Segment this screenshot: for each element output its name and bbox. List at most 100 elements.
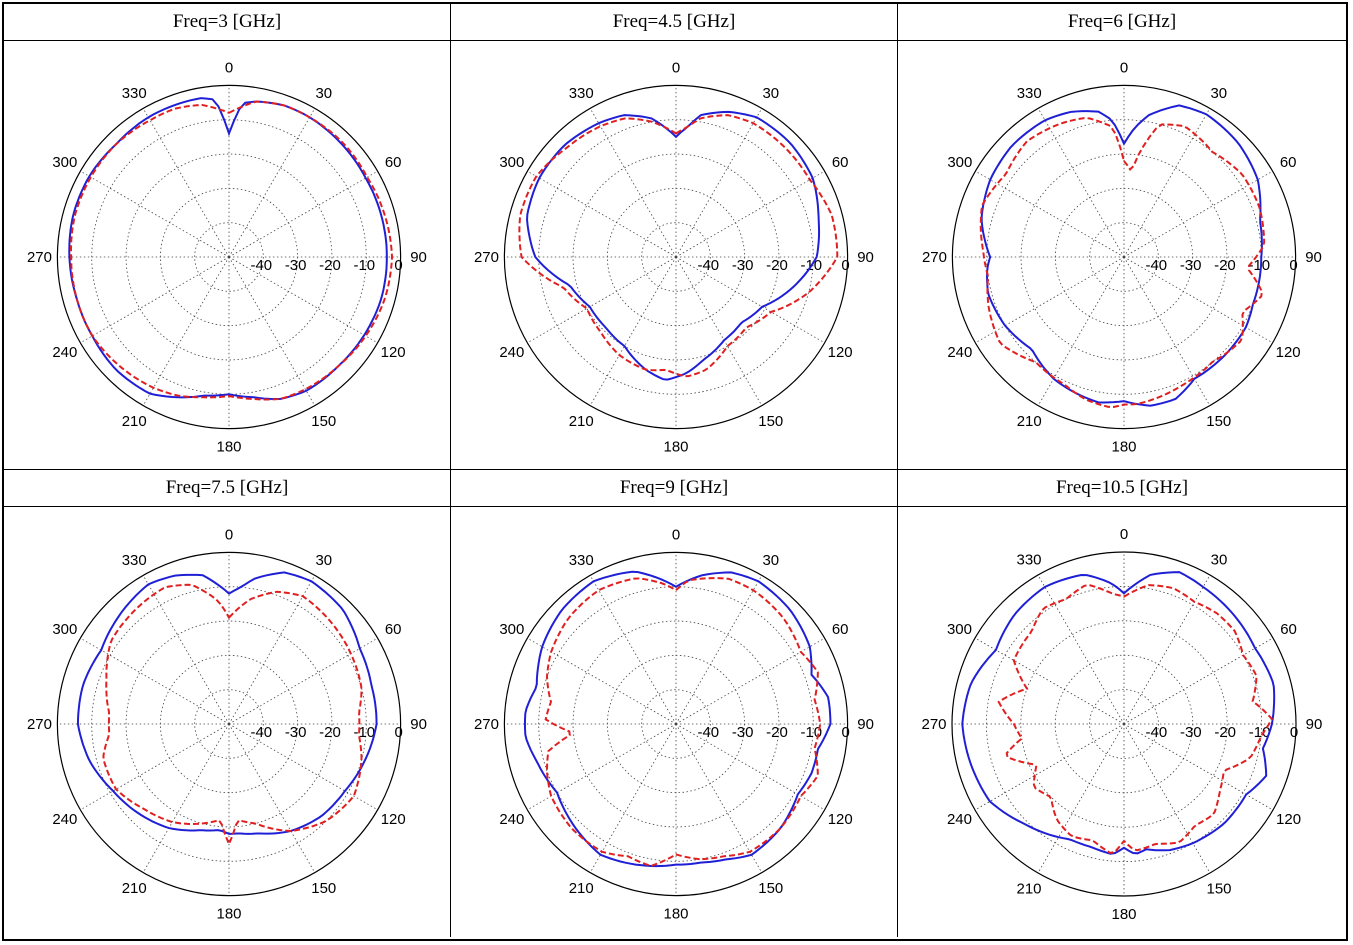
angle-tick-label: 240 xyxy=(947,344,972,361)
grid-spoke xyxy=(1123,256,1211,406)
polar-plot-2: 0 30 60 90 120 150 180 210 240 270 300 330 -40 -30 -20… xyxy=(451,41,898,470)
angle-tick-label: 150 xyxy=(311,880,336,897)
angle-tick-label: 120 xyxy=(828,344,853,361)
radial-tick-label: -40 xyxy=(1146,724,1168,741)
angle-tick-label: 150 xyxy=(1206,413,1231,430)
angle-tick-label: 0 xyxy=(225,59,233,76)
polar-plot-3: 0 30 60 90 120 150 180 210 240 270 300 330 -40 -30 -20… xyxy=(898,41,1346,470)
grid-spoke xyxy=(228,108,316,258)
angle-tick-label: 150 xyxy=(311,413,336,430)
angle-tick-label: 330 xyxy=(1017,85,1042,102)
angle-tick-label: 30 xyxy=(315,552,332,569)
plot-title-5: Freq=9 [GHz] xyxy=(451,470,898,507)
polar-chart-3: 0 30 60 90 120 150 180 210 240 270 300 330 -40 -30 -20… xyxy=(922,59,1322,455)
outer-ring xyxy=(503,551,849,897)
radial-tick-label: -40 xyxy=(251,257,273,274)
angle-tick-label: 330 xyxy=(122,552,147,569)
radial-tick-label: -20 xyxy=(766,724,788,741)
grid-ring xyxy=(641,689,711,759)
grid-ring xyxy=(125,620,333,828)
grid-spoke xyxy=(228,723,378,811)
angle-tick-label: 120 xyxy=(1276,811,1301,828)
angle-tick-label: 60 xyxy=(385,154,402,171)
angle-tick-label: 0 xyxy=(1120,526,1128,543)
grid-spoke xyxy=(228,170,378,258)
series-line-1 xyxy=(523,570,832,868)
polar-chart-6: 0 30 60 90 120 150 180 210 240 270 300 330 -40 -30 -20… xyxy=(921,526,1323,923)
grid-spoke xyxy=(142,108,230,258)
grid-ring xyxy=(538,119,814,395)
grid-spoke xyxy=(1123,574,1211,725)
grid-spoke xyxy=(142,256,230,406)
polar-plot-5: 0 30 60 90 120 150 180 210 240 270 300 330 -40 -30 -20… xyxy=(451,507,898,937)
angle-tick-label: 180 xyxy=(217,906,242,923)
grid-spoke xyxy=(589,108,677,258)
grid-spoke xyxy=(1123,256,1273,344)
radial-tick-label: 0 xyxy=(394,257,402,274)
grid-spoke xyxy=(975,170,1125,258)
angle-tick-label: 180 xyxy=(664,439,689,456)
plot-title-6: Freq=10.5 [GHz] xyxy=(898,470,1346,507)
angle-tick-label: 330 xyxy=(569,85,594,102)
angle-tick-label: 270 xyxy=(474,716,499,733)
angle-tick-label: 60 xyxy=(385,621,402,638)
grid-spoke xyxy=(527,170,677,258)
polar-chart-2: 0 30 60 90 120 150 180 210 240 270 300 330 -40 -30 -20… xyxy=(474,59,874,456)
angle-tick-label: 210 xyxy=(569,413,594,430)
angle-tick-label: 60 xyxy=(832,154,849,171)
angle-tick-label: 30 xyxy=(315,85,332,102)
radial-tick-label: -30 xyxy=(285,724,307,741)
grid-spoke xyxy=(527,723,677,811)
radial-tick-label: -20 xyxy=(319,724,341,741)
angle-tick-label: 30 xyxy=(762,552,779,569)
grid-spoke xyxy=(527,637,677,725)
angle-tick-label: 90 xyxy=(1306,716,1323,733)
angle-tick-label: 0 xyxy=(225,526,233,543)
grid-spoke xyxy=(80,170,230,258)
radial-tick-label: -10 xyxy=(800,724,822,741)
series-line-2 xyxy=(69,100,394,401)
angle-tick-label: 210 xyxy=(1017,413,1042,430)
grid-ring xyxy=(572,620,780,828)
angle-tick-label: 300 xyxy=(947,154,972,171)
grid-spoke xyxy=(675,256,763,406)
radial-tick-label: -30 xyxy=(1180,724,1202,741)
series-line-1 xyxy=(961,571,1276,855)
radial-tick-label: 0 xyxy=(841,724,849,741)
angle-tick-label: 60 xyxy=(1280,154,1297,171)
grid-ring xyxy=(641,222,711,292)
grid-ring xyxy=(1089,689,1159,759)
series-line-1 xyxy=(526,110,821,381)
series-line-2 xyxy=(979,117,1266,408)
radial-tick-label: -40 xyxy=(698,724,720,741)
angle-tick-label: 330 xyxy=(1016,551,1041,568)
grid-spoke xyxy=(1123,637,1274,725)
polar-chart-1: 0 30 60 90 120 150 180 210 240 270 300 330 -40 -30 -20… xyxy=(27,59,427,455)
angle-tick-label: 300 xyxy=(499,621,524,638)
angle-tick-label: 120 xyxy=(828,811,853,828)
radial-tick-label: 0 xyxy=(394,724,402,741)
grid-spoke xyxy=(1037,723,1125,874)
grid-ring xyxy=(194,222,264,292)
angle-tick-label: 330 xyxy=(569,552,594,569)
series-line-2 xyxy=(102,583,363,847)
angle-tick-label: 300 xyxy=(52,621,77,638)
angle-tick-label: 240 xyxy=(499,811,524,828)
series-line-2 xyxy=(997,584,1274,855)
outer-ring xyxy=(951,551,1297,897)
grid-spoke xyxy=(228,723,316,873)
angle-tick-label: 0 xyxy=(1120,59,1128,76)
polar-plot-1: 0 30 60 90 120 150 180 210 240 270 300 330 -40 -30 -20… xyxy=(4,41,451,470)
angle-tick-label: 210 xyxy=(122,880,147,897)
angle-tick-label: 60 xyxy=(832,621,849,638)
angle-tick-label: 90 xyxy=(410,249,427,266)
radial-tick-label: -20 xyxy=(1214,724,1236,741)
angle-tick-label: 150 xyxy=(758,413,783,430)
plot-title-3: Freq=6 [GHz] xyxy=(898,4,1346,41)
radial-tick-label: -20 xyxy=(766,257,788,274)
grid-spoke xyxy=(80,256,230,344)
grid-spoke xyxy=(1123,108,1211,258)
angle-tick-label: 240 xyxy=(947,811,972,828)
angle-tick-label: 270 xyxy=(474,249,499,266)
